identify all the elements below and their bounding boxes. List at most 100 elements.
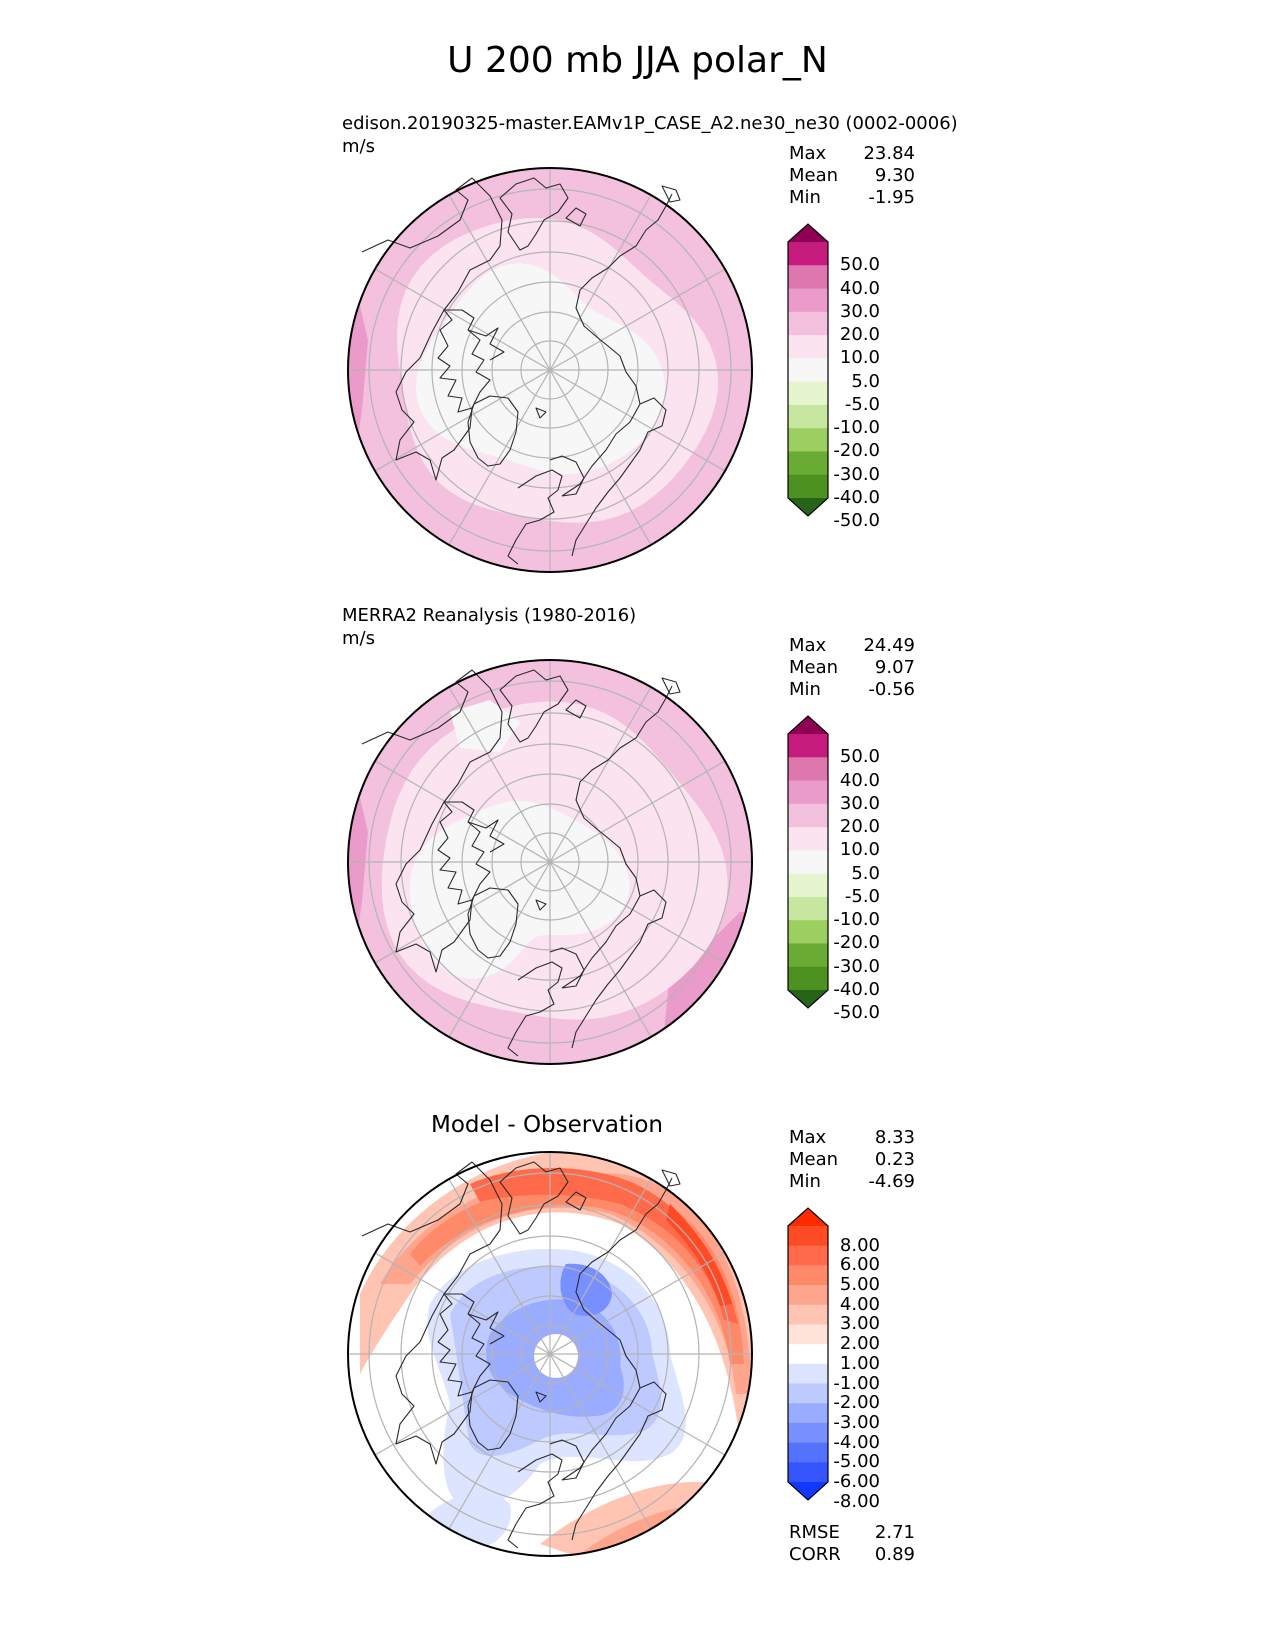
colorbar-segment [788,311,828,336]
panel-2-stat-value-mean: 9.07 [874,657,915,678]
colorbar-segment [788,404,828,429]
map-boundary [347,167,753,573]
coastline-europe [507,961,563,1057]
coastline-europe [507,1453,563,1549]
colorbar-tick-label: -10.0 [833,417,880,439]
colorbar-segment [788,780,828,805]
coastline-alaska [499,177,569,251]
colorbar-segment [788,1403,828,1424]
colorbar-outline [787,223,829,517]
panel-1-stat-label-mean: Mean [789,165,839,186]
colorbar-segment [788,242,828,266]
colorbar-tick-label: -20.0 [833,440,880,462]
colorbar-segment [788,1265,828,1286]
colorbar-segment [788,428,828,452]
map-boundary [347,1151,753,1557]
colorbar-segment [788,1383,828,1404]
colorbar-tick-label: -5.0 [844,885,880,907]
coastline-islands [467,327,505,361]
panel-2-polar-map [347,659,753,1065]
panel-3-colorbar-labels: 8.00 6.00 5.00 4.00 3.00 2.00 1.00 -1.00 -2.00 -3… [826,1206,896,1512]
panel-1-stat-value-min: -1.95 [868,187,915,208]
panel-2-units: m/s [342,628,375,649]
coastline-islands [467,819,505,853]
colorbar-tick-label: -5.0 [844,393,880,415]
coastline-arctic-archipelago [437,309,491,413]
panel-1-polar-map [347,167,753,573]
colorbar-segment [788,1344,828,1365]
colorbar-tick-label: 10.0 [839,839,880,861]
panel-3-metric-value-rmse: 2.71 [874,1522,915,1543]
colorbar-tick-label: -50.0 [833,510,880,532]
coastline-greenland [467,1379,519,1451]
coastline-arctic-archipelago [437,801,491,905]
colorbar-segment [788,757,828,782]
contour-near-zero-north [450,700,520,752]
colorbar-segment [788,1304,828,1325]
colorbar-tick-label: 10.0 [839,347,880,369]
colorbar-segment [788,1324,828,1345]
colorbar-segment [788,1462,828,1483]
colorbar-segment [788,1245,828,1266]
colorbar-tick-label: -30.0 [833,955,880,977]
contour-pos-3-4 [410,1183,744,1364]
colorbar-segment [788,1363,828,1385]
panel-1-stat-label-min: Min [789,187,821,208]
panel-2-title: MERRA2 Reanalysis (1980-2016) [342,605,637,626]
colorbar-segment [788,943,828,968]
colorbar-segment [788,288,828,313]
colorbar-tick-label: 4.00 [839,1293,880,1315]
panel-1-stat-label-max: Max [789,143,827,164]
colorbar-tick-label: 8.00 [839,1234,880,1256]
panel-3-stat-label-max: Max [789,1127,827,1148]
coastlines [361,1161,681,1549]
graticule [348,168,752,572]
coastline-asia [561,685,673,989]
contour-20-30-west [348,772,368,982]
meridian-line [448,686,652,1038]
panel-2-stat-value-min: -0.56 [868,679,915,700]
coastline-scandinavia [549,947,585,989]
coastline-asia-south [571,889,667,1049]
colorbar-extension-bottom [788,990,828,1008]
coastline-svalbard [535,1391,547,1403]
panel-1-colorbar [787,223,829,517]
panel-3-stat-value-mean: 0.23 [874,1149,915,1170]
colorbar-outline [787,1207,829,1501]
colorbar-tick-label: 50.0 [839,254,880,276]
panel-2-colorbar [787,715,829,1009]
coastline-europe [507,469,563,565]
colorbar-segment [788,850,828,875]
coastline-north-america [361,1161,503,1465]
coastline-svalbard [535,899,547,911]
panel-1-stat-value-mean: 9.30 [874,165,915,186]
coastline-east-asia [661,1169,681,1187]
coastline-islands [467,1311,505,1345]
colorbar-segment [788,358,828,383]
coastline-arctic-archipelago [437,1293,491,1397]
map-boundary [347,659,753,1065]
panel-1-colorbar-labels: 50.0 40.0 30.0 20.0 10.0 5.0 -5.0 -10.0 -20.0 -30… [826,222,896,531]
panel-3-metric-value-corr: 0.89 [874,1544,915,1565]
coastline-siberia-islands [565,207,587,227]
coastline-asia-south [571,397,667,557]
coastline-asia-south [571,1381,667,1541]
colorbar-segment [788,474,828,499]
panel-3-stat-label-min: Min [789,1171,821,1192]
coastline-asia [561,1177,673,1481]
panel-2-colorbar-labels: 50.0 40.0 30.0 20.0 10.0 5.0 -5.0 -10.0 -20.0 -30… [826,714,896,1023]
colorbar-segment [788,1285,828,1306]
colorbar-tick-label: -40.0 [833,979,880,1000]
panel-3-metric-label-corr: CORR [789,1544,841,1565]
coastline-asia [561,193,673,497]
panel-3-polar-map [347,1151,753,1557]
colorbar-tick-label: 5.00 [839,1274,880,1296]
panel-2-stat-label-min: Min [789,679,821,700]
graticule [348,1152,752,1556]
field-contours [348,168,752,572]
meridian-line [448,194,652,546]
contour-neg-4-5 [560,1263,612,1316]
panel-2-stat-value-max: 24.49 [863,635,915,656]
contour-near-zero [409,800,630,979]
panel-3-stat-label-mean: Mean [789,1149,839,1170]
